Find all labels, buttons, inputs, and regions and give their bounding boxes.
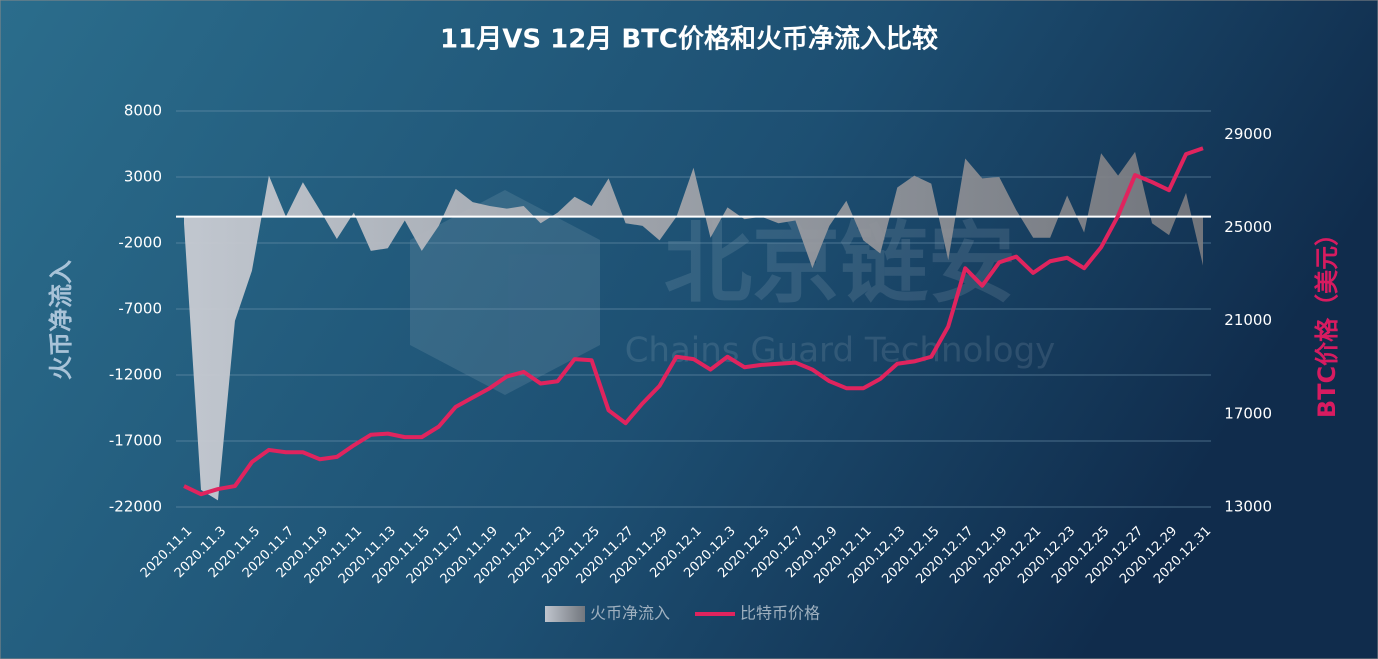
y2-tick-label: 29000 bbox=[1224, 125, 1272, 143]
y2-tick-label: 21000 bbox=[1224, 311, 1272, 329]
y2-tick-label: 17000 bbox=[1224, 404, 1272, 422]
y2-tick-label: 13000 bbox=[1224, 498, 1272, 516]
line bbox=[183, 146, 1204, 497]
watermark-subtext: Chains Guard Technology bbox=[625, 331, 1056, 371]
y-tick-label: -2000 bbox=[118, 234, 162, 252]
watermark-text: 北京链安 bbox=[664, 212, 1016, 315]
watermark-logo bbox=[410, 190, 600, 395]
legend-swatch bbox=[545, 606, 585, 622]
y-tick-label: -17000 bbox=[109, 432, 162, 450]
y-axis-label: 火币净流入 bbox=[47, 260, 75, 380]
y2-tick-label: 25000 bbox=[1224, 218, 1272, 236]
legend-label: 火币净流入 bbox=[590, 604, 670, 623]
chart-title: 11月VS 12月 BTC价格和火币净流入比较 bbox=[440, 24, 938, 55]
y-tick-label: -22000 bbox=[109, 498, 162, 516]
legend: 火币净流入 比特币价格 bbox=[545, 604, 820, 623]
area bbox=[184, 151, 1203, 501]
y-tick-label: -12000 bbox=[109, 366, 162, 384]
y-tick-label: 8000 bbox=[124, 102, 162, 120]
legend-label: 比特币价格 bbox=[740, 604, 820, 623]
y2-axis-label: BTC价格（美元） bbox=[1313, 222, 1341, 418]
y-tick-label: -7000 bbox=[118, 300, 162, 318]
y-tick-label: 3000 bbox=[124, 168, 162, 186]
watermark: 北京链安 Chains Guard Technology bbox=[410, 190, 1055, 395]
